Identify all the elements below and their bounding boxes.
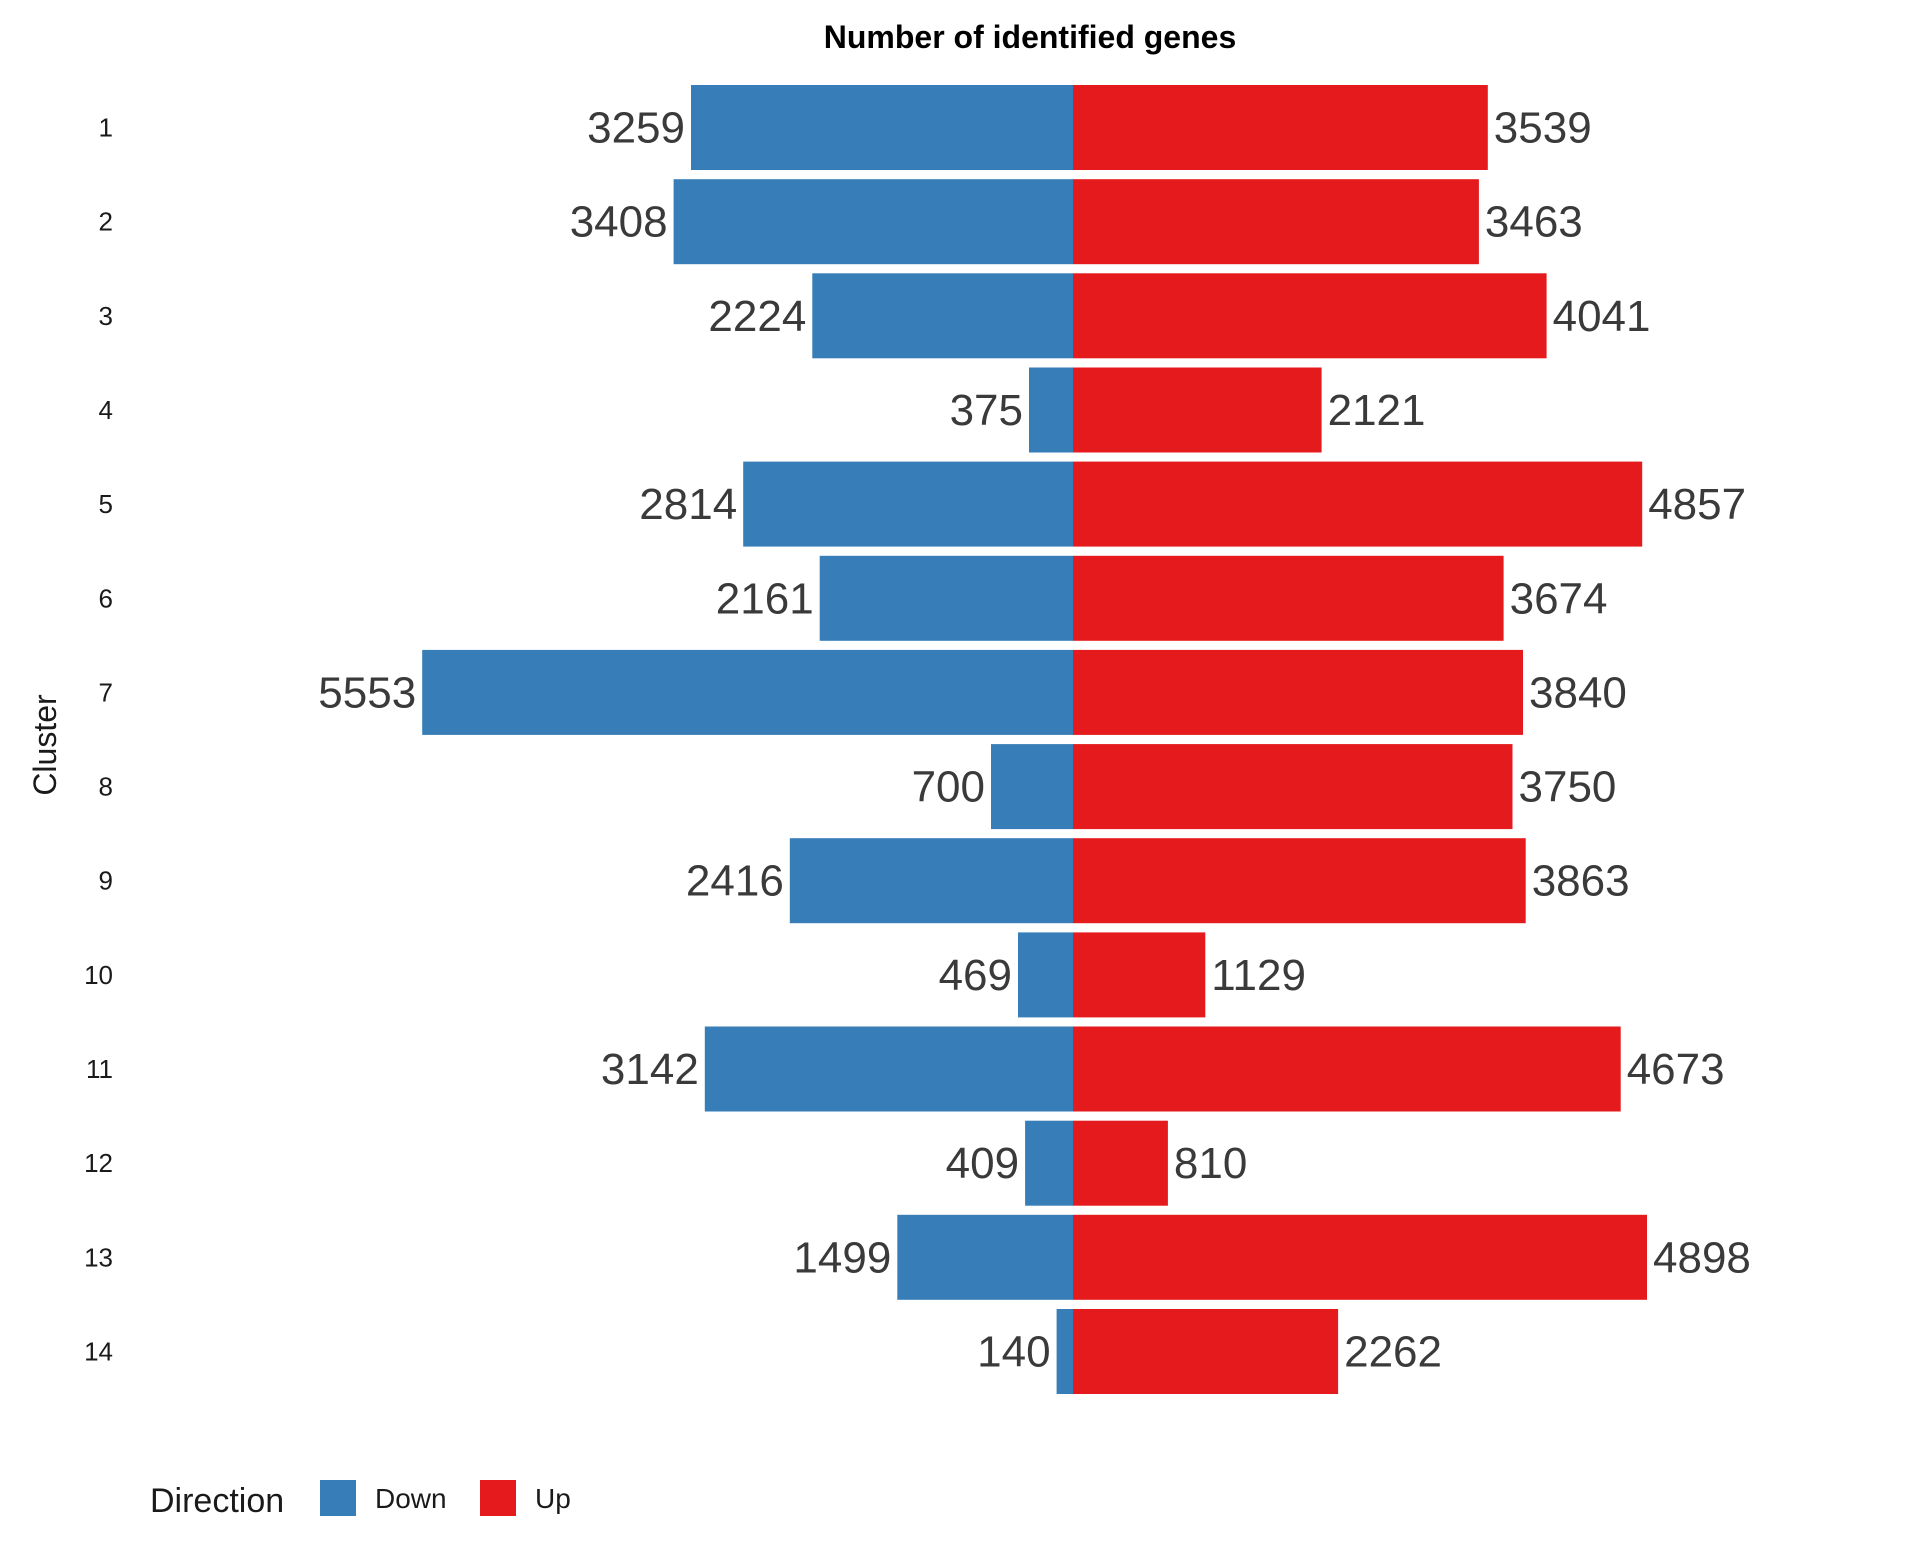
bar-label-up-cluster-9: 3863 [1532, 857, 1630, 906]
y-tick-label-5: 5 [99, 489, 113, 519]
bars-layer [422, 85, 1647, 1394]
bar-label-up-cluster-10: 1129 [1211, 951, 1306, 1000]
bar-up-cluster-14 [1073, 1309, 1339, 1394]
bar-label-down-cluster-9: 2416 [686, 857, 784, 906]
y-tick-label-1: 1 [99, 113, 113, 143]
y-tick-label-6: 6 [99, 583, 113, 613]
y-tick-label-2: 2 [99, 207, 113, 237]
bar-label-up-cluster-13: 4898 [1653, 1233, 1751, 1282]
bar-up-cluster-6 [1073, 555, 1504, 641]
bar-down-cluster-2 [673, 179, 1073, 265]
bar-labels-layer: 3259 3539 3408 3463 2224 4041 375 2121 2814 4857 2… [318, 104, 1751, 1377]
y-tick-label-4: 4 [99, 395, 113, 425]
bar-down-cluster-13 [897, 1214, 1073, 1300]
y-tick-label-8: 8 [99, 772, 113, 802]
y-axis-title: Cluster [27, 694, 63, 796]
legend-label-down: Down [375, 1483, 447, 1514]
bar-label-up-cluster-8: 3750 [1519, 763, 1617, 812]
bar-down-cluster-9 [789, 838, 1073, 924]
bar-up-cluster-13 [1073, 1214, 1647, 1300]
bar-down-cluster-8 [991, 744, 1073, 830]
bar-label-down-cluster-6: 2161 [716, 574, 814, 623]
legend-title: Direction [150, 1482, 284, 1520]
bar-label-down-cluster-14: 140 [977, 1328, 1050, 1377]
bar-label-down-cluster-12: 409 [946, 1139, 1019, 1188]
bar-down-cluster-10 [1018, 932, 1073, 1018]
y-tick-label-9: 9 [99, 866, 113, 896]
bar-up-cluster-8 [1073, 744, 1513, 830]
bar-label-down-cluster-1: 3259 [587, 104, 685, 153]
bar-label-up-cluster-6: 3674 [1510, 574, 1608, 623]
y-tick-label-12: 12 [84, 1148, 113, 1178]
bar-down-cluster-5 [743, 461, 1073, 547]
bar-label-down-cluster-5: 2814 [639, 480, 737, 529]
bar-label-up-cluster-2: 3463 [1485, 198, 1583, 247]
bar-label-down-cluster-11: 3142 [601, 1045, 699, 1094]
bar-down-cluster-4 [1029, 367, 1073, 453]
bar-label-down-cluster-8: 700 [912, 763, 985, 812]
legend-label-up: Up [535, 1483, 571, 1514]
bar-label-up-cluster-4: 2121 [1328, 386, 1426, 435]
bar-up-cluster-3 [1073, 273, 1547, 359]
bar-down-cluster-11 [704, 1026, 1073, 1112]
bar-down-cluster-7 [422, 649, 1073, 735]
bar-up-cluster-12 [1073, 1120, 1168, 1206]
bar-label-up-cluster-12: 810 [1174, 1139, 1247, 1188]
bar-label-up-cluster-5: 4857 [1648, 480, 1746, 529]
bar-label-down-cluster-2: 3408 [570, 198, 668, 247]
y-tick-label-13: 13 [84, 1242, 113, 1272]
y-tick-label-14: 14 [84, 1337, 113, 1367]
bar-up-cluster-9 [1073, 838, 1526, 924]
bar-label-down-cluster-3: 2224 [708, 292, 806, 341]
bar-down-cluster-14 [1056, 1309, 1073, 1394]
y-tick-label-3: 3 [99, 301, 113, 331]
bar-label-up-cluster-3: 4041 [1553, 292, 1651, 341]
bar-label-up-cluster-1: 3539 [1494, 104, 1592, 153]
y-tick-label-11: 11 [86, 1054, 113, 1084]
bar-label-up-cluster-7: 3840 [1529, 668, 1627, 717]
legend: Direction Down Up [150, 1480, 571, 1520]
bar-label-up-cluster-11: 4673 [1627, 1045, 1725, 1094]
bar-down-cluster-12 [1025, 1120, 1073, 1206]
bar-up-cluster-10 [1073, 932, 1206, 1018]
legend-key-up [480, 1480, 516, 1516]
bar-label-down-cluster-13: 1499 [793, 1233, 891, 1282]
legend-key-down [320, 1480, 356, 1516]
bar-up-cluster-1 [1073, 85, 1488, 170]
bar-down-cluster-3 [812, 273, 1073, 359]
bar-up-cluster-5 [1073, 461, 1643, 547]
bar-label-down-cluster-10: 469 [939, 951, 1012, 1000]
bar-up-cluster-2 [1073, 179, 1479, 265]
bar-label-down-cluster-7: 5553 [318, 668, 416, 717]
bar-up-cluster-4 [1073, 367, 1322, 453]
bar-up-cluster-7 [1073, 649, 1523, 735]
bar-up-cluster-11 [1073, 1026, 1621, 1112]
y-tick-label-10: 10 [84, 960, 113, 990]
bar-label-up-cluster-14: 2262 [1344, 1328, 1442, 1377]
bar-down-cluster-1 [691, 85, 1073, 170]
bar-down-cluster-6 [819, 555, 1073, 641]
y-tick-label-7: 7 [99, 677, 113, 707]
bar-label-down-cluster-4: 375 [950, 386, 1023, 435]
chart-title: Number of identified genes [824, 19, 1236, 55]
